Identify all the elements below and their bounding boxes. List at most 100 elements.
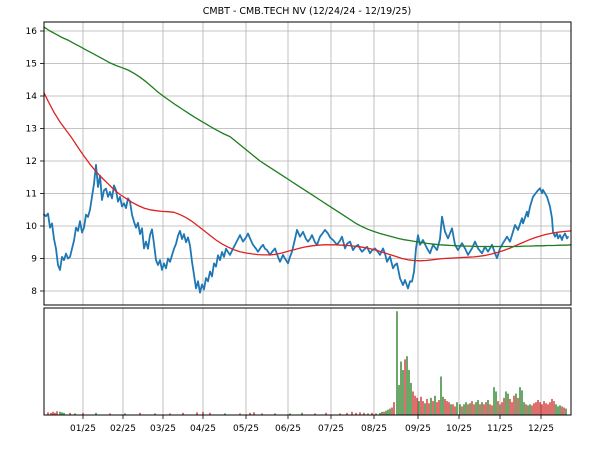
volume-bar [381,411,383,415]
volume-bar [139,412,141,415]
volume-bar [499,404,501,415]
volume-bar [559,405,561,415]
volume-bar [387,409,389,415]
volume-bar [555,404,557,415]
volume-bar [418,401,420,415]
volume-bar [416,397,418,415]
volume-bar [389,408,391,415]
volume-bar [414,395,416,415]
volume-bar [515,393,517,415]
volume-bar [351,411,353,415]
volume-bar [383,411,385,415]
x-tick-label: 05/25 [233,424,259,434]
volume-bar [52,411,54,415]
volume-bar [355,412,357,415]
x-tick-label: 09/25 [405,424,431,434]
volume-bar [533,403,535,415]
volume-bar [438,400,440,415]
volume-bar [430,397,432,415]
volume-bar [109,413,111,415]
volume-bar [485,402,487,415]
volume-bar [456,402,458,415]
x-tick-label: 12/25 [528,424,554,434]
volume-bar [473,404,475,415]
volume-bar [196,412,198,415]
volume-bar [54,412,56,415]
volume-bar [511,402,513,415]
volume-bar [507,393,509,415]
volume-bar [467,404,469,415]
volume-bar [523,402,525,415]
volume-bar [444,398,446,415]
volume-bar [440,376,442,415]
x-tick-label: 01/25 [70,424,96,434]
volume-bar [541,404,543,415]
volume-bar [363,412,365,415]
volume-bar [375,413,377,415]
volume-bar [469,403,471,415]
y-tick-label: 16 [26,27,38,37]
volume-bar [553,401,555,415]
volume-bar [301,412,303,415]
x-tick-label: 03/25 [150,424,176,434]
volume-bar [346,412,348,415]
x-tick-label: 02/25 [110,424,136,434]
volume-bar [424,403,426,415]
volume-bar [563,407,565,415]
volume-bar [339,413,341,415]
price-line [43,163,569,294]
volume-bar [477,400,479,415]
volume-bar [314,413,316,415]
volume-bar [124,413,126,415]
volume-bar [82,412,84,415]
x-tick-label: 04/25 [190,424,216,434]
volume-bar [509,398,511,415]
volume-bar [493,387,495,415]
volume-bar [410,382,412,415]
volume-bar [393,402,395,415]
volume-bar [434,395,436,415]
volume-bar [501,402,503,415]
volume-bar [202,411,204,415]
volume-bar [513,395,515,415]
volume-bar [420,396,422,415]
volume-bar [561,406,563,415]
volume-bar [505,391,507,415]
volume-bar [459,404,461,415]
volume-bar [426,398,428,415]
volume-bar [547,404,549,415]
volume-bar [531,405,533,415]
volume-bar [371,412,373,415]
volume-bar [69,412,71,415]
volume-bar [63,412,65,415]
volume-bar [432,401,434,415]
volume-bar [545,403,547,415]
volume-bar [436,402,438,415]
volume-bar [422,401,424,415]
y-tick-label: 13 [26,125,37,135]
volume-bar [412,391,414,415]
volume-bar [491,405,493,415]
volume-bar [539,402,541,415]
volume-bar [452,404,454,415]
volume-bar [503,397,505,415]
volume-bar [481,402,483,415]
volume-bar [253,412,255,415]
volume-bar [209,412,211,415]
volume-bar [471,401,473,415]
volume-bar [398,385,400,415]
volume-bar [367,413,369,415]
volume-bar [274,413,276,415]
volume-bar [408,370,410,415]
volume-bar [406,356,408,415]
y-tick-label: 11 [26,190,37,200]
volume-bar [549,402,551,415]
volume-bar [74,413,76,415]
volume-bar [404,359,406,415]
x-tick-label: 08/25 [361,424,387,434]
volume-bar [249,412,251,415]
x-tick-label: 11/25 [487,424,513,434]
y-tick-label: 12 [26,157,37,167]
volume-bar [169,413,171,415]
